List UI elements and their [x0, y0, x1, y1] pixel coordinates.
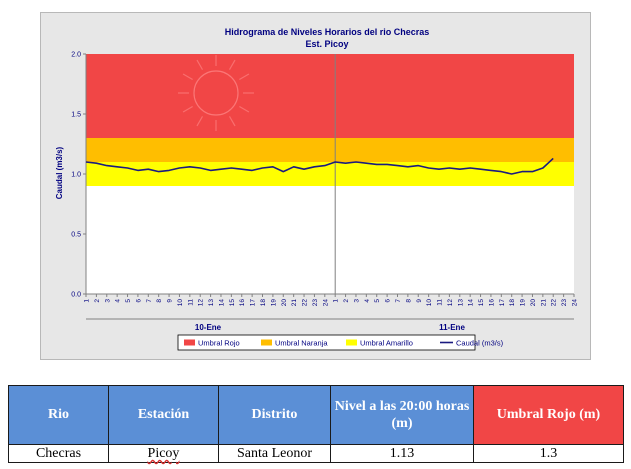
cell-nivel: 1.13: [330, 444, 474, 463]
threshold-band-2: [86, 162, 574, 186]
x-tick-label: 7: [146, 299, 153, 303]
x-tick-label: 20: [530, 299, 537, 307]
x-tick-label: 12: [447, 299, 454, 307]
threshold-band-0: [86, 54, 574, 138]
x-tick-label: 24: [572, 299, 579, 307]
watermark-ray: [239, 73, 250, 81]
cell-rio: Checras: [8, 444, 109, 463]
legend-label-1: Umbral Naranja: [275, 339, 328, 348]
cell-estacion-text: Picoy: [147, 446, 180, 461]
header-nivel: Nivel a las 20:00 horas (m): [330, 385, 474, 445]
x-tick-label: 16: [239, 299, 246, 307]
x-tick-label: 9: [167, 299, 174, 303]
x-tick-label: 7: [395, 299, 402, 303]
legend-label-3: Caudal (m3/s): [456, 339, 504, 348]
x-tick-label: 10: [426, 299, 433, 307]
y-axis-label: Caudal (m3/s): [55, 146, 64, 199]
x-tick-label: 8: [405, 299, 412, 303]
watermark-ray: [182, 73, 193, 81]
header-umbral-rojo: Umbral Rojo (m): [473, 385, 624, 445]
legend-label-2: Umbral Amarillo: [360, 339, 413, 348]
day-group-label: 10-Ene: [195, 323, 222, 332]
watermark-ray: [196, 116, 204, 127]
x-tick-label: 24: [322, 299, 329, 307]
legend-swatch-1: [261, 339, 272, 346]
series-line-caudal: [85, 157, 554, 175]
x-tick-label: 1: [333, 299, 340, 303]
x-tick-label: 17: [499, 299, 506, 307]
watermark-ray: [228, 59, 236, 70]
x-tick-label: 19: [270, 299, 277, 307]
x-tick-label: 15: [229, 299, 236, 307]
chart-title: Hidrograma de Niveles Horarios del rio C…: [225, 27, 430, 37]
x-tick-label: 6: [135, 299, 142, 303]
x-tick-label: 14: [468, 299, 475, 307]
x-tick-label: 21: [291, 299, 298, 307]
cell-umbral-rojo: 1.3: [473, 444, 624, 463]
x-tick-label: 13: [457, 299, 464, 307]
x-tick-label: 16: [488, 299, 495, 307]
x-tick-label: 15: [478, 299, 485, 307]
chart-frame: Hidrograma de Niveles Horarios del rio C…: [40, 12, 591, 360]
x-tick-label: 22: [302, 299, 309, 307]
legend-label-0: Umbral Rojo: [198, 339, 240, 348]
y-tick-label: 0.5: [71, 232, 81, 239]
watermark-ray: [182, 105, 193, 113]
x-tick-label: 14: [218, 299, 225, 307]
x-tick-label: 11: [437, 299, 444, 306]
x-tick-label: 19: [520, 299, 527, 307]
x-tick-label: 18: [509, 299, 516, 307]
threshold-band-1: [86, 138, 574, 162]
header-distrito: Distrito: [218, 385, 331, 445]
x-tick-label: 3: [353, 299, 360, 303]
x-tick-label: 21: [540, 299, 547, 307]
legend-swatch-0: [184, 339, 195, 346]
x-tick-label: 22: [551, 299, 558, 307]
x-tick-label: 3: [104, 299, 111, 303]
watermark-ray: [196, 59, 204, 70]
hydrograph-chart: Hidrograma de Niveles Horarios del rio C…: [55, 27, 579, 351]
x-tick-label: 9: [416, 299, 423, 303]
x-tick-label: 2: [343, 299, 350, 303]
day-group-label: 11-Ene: [439, 323, 465, 332]
x-tick-label: 8: [156, 299, 163, 303]
header-estacion: Estación: [108, 385, 219, 445]
table-row: Checras Picoy Santa Leonor 1.13 1.3: [8, 444, 624, 463]
legend-swatch-2: [346, 339, 357, 346]
x-tick-label: 10: [177, 299, 184, 307]
cell-distrito: Santa Leonor: [218, 444, 331, 463]
x-tick-label: 1: [84, 299, 91, 303]
y-tick-label: 1.5: [71, 112, 81, 119]
x-tick-label: 18: [260, 299, 267, 307]
x-tick-label: 4: [115, 299, 122, 303]
x-tick-label: 13: [208, 299, 215, 307]
y-tick-label: 2.0: [71, 52, 81, 59]
x-tick-label: 20: [281, 299, 288, 307]
x-tick-label: 23: [561, 299, 568, 307]
x-tick-label: 23: [312, 299, 319, 307]
x-tick-label: 11: [187, 299, 194, 306]
watermark-sun-icon: [193, 70, 239, 116]
table-header-row: Rio Estación Distrito Nivel a las 20:00 …: [8, 385, 624, 445]
x-tick-label: 6: [385, 299, 392, 303]
x-tick-label: 2: [94, 299, 101, 303]
y-tick-label: 1.0: [71, 172, 81, 179]
x-tick-label: 12: [198, 299, 205, 307]
legend-box: [177, 334, 476, 351]
x-tick-label: 4: [364, 299, 371, 303]
chart-subtitle: Est. Picoy: [305, 39, 348, 49]
header-rio: Rio: [8, 385, 109, 445]
x-tick-label: 5: [125, 299, 132, 303]
summary-table: Rio Estación Distrito Nivel a las 20:00 …: [8, 385, 624, 463]
x-tick-label: 17: [250, 299, 257, 307]
plot-area: 0.00.51.01.52.01 2 3 4 5 6 7 8 9 10 11 12 13 14 15 16 17…: [71, 52, 579, 351]
x-tick-label: 5: [374, 299, 381, 303]
cell-estacion: Picoy: [108, 444, 219, 463]
watermark-ray: [228, 116, 236, 127]
y-tick-label: 0.0: [71, 292, 81, 299]
watermark-ray: [239, 105, 250, 113]
